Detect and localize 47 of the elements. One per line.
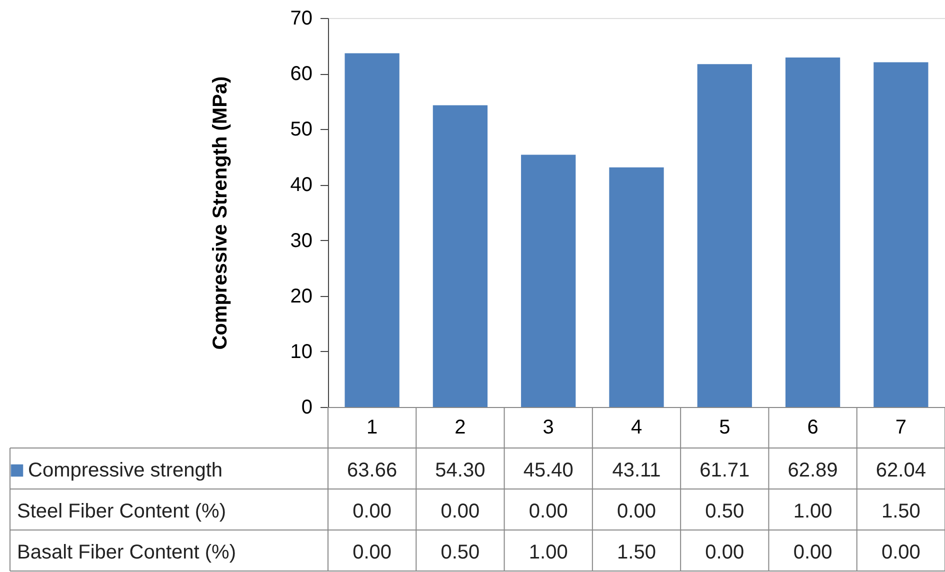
text: 0.50 — [705, 500, 744, 522]
y-tick-label: 20 — [290, 285, 312, 308]
text: 0.00 — [528, 500, 568, 522]
text: 0.00 — [705, 542, 744, 564]
y-tick-label: 40 — [290, 174, 312, 196]
text: Basalt Fiber Content (%) — [17, 542, 236, 564]
text: Steel Fiber Content (%) — [17, 500, 226, 522]
text: 0.00 — [352, 542, 392, 564]
bar — [874, 62, 928, 407]
x-tick-label: 1 — [366, 416, 378, 438]
bar — [432, 105, 488, 407]
data-label: 43.11 — [612, 460, 661, 482]
text: 0.00 — [440, 500, 480, 522]
data-label: 45.40 — [523, 460, 574, 482]
y-tick-label: 10 — [290, 340, 312, 363]
x-tick-label: 4 — [630, 416, 642, 438]
bar — [697, 64, 752, 407]
data-label: 61.71 — [700, 460, 750, 482]
x-tick-label: 3 — [542, 416, 554, 438]
data-label: 62.04 — [876, 460, 926, 482]
bar — [785, 58, 840, 407]
text: 1.00 — [528, 542, 568, 564]
y-tick-label: 50 — [290, 118, 312, 141]
text: 1.50 — [617, 542, 656, 564]
text: 0.00 — [617, 500, 656, 522]
bar — [609, 167, 664, 407]
y-tick-label: 30 — [290, 230, 312, 252]
data-label: 54.30 — [435, 460, 486, 482]
y-tick-label: 70 — [290, 8, 312, 30]
bar — [521, 154, 576, 407]
text: 1.00 — [793, 500, 832, 522]
text: 0.00 — [352, 500, 392, 522]
x-tick-label: 6 — [807, 416, 818, 438]
text: 0.00 — [881, 542, 920, 564]
bar — [344, 53, 400, 407]
x-tick-label: 7 — [895, 416, 906, 438]
text: 0.00 — [793, 542, 832, 564]
y-tick-label: 0 — [301, 396, 312, 418]
legend-label: Compressive strength — [28, 460, 223, 482]
data-label: 63.66 — [347, 460, 398, 482]
text: 1.50 — [881, 500, 920, 522]
x-tick-label: 5 — [719, 416, 730, 438]
data-label: 62.89 — [788, 460, 838, 482]
text: 0.50 — [440, 542, 480, 564]
x-tick-label: 2 — [454, 416, 466, 438]
y-tick-label: 60 — [290, 63, 312, 86]
y-axis-title: Compressive Strength (MPa) — [209, 76, 232, 350]
